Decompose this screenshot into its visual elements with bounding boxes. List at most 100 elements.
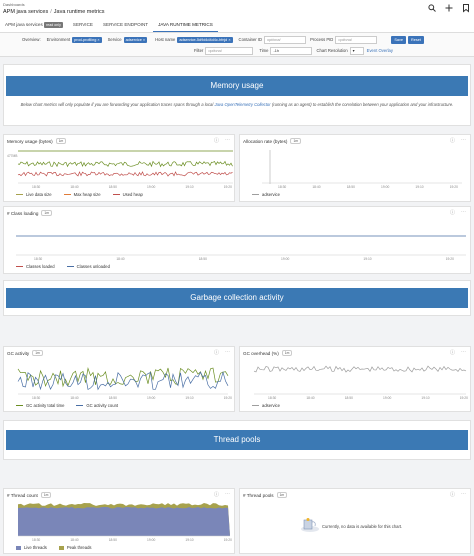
tab-java-runtime-metrics[interactable]: JAVA RUNTIME METRICS xyxy=(153,18,218,32)
header-actions xyxy=(427,3,470,13)
read-only-badge: read only xyxy=(44,22,63,28)
title-current: Java runtime metrics xyxy=(53,9,105,15)
memory-usage-chart xyxy=(17,150,233,184)
env-chip[interactable]: prod-profiling × xyxy=(72,36,102,43)
legend: Live threads Peak threads xyxy=(16,545,92,550)
resolution-pill: 1m xyxy=(40,492,52,498)
legend-item[interactable]: GC activity count xyxy=(76,403,118,408)
panel-title: Allocation rate (bytes) xyxy=(243,138,288,144)
bookmark-icon[interactable] xyxy=(461,3,470,13)
panel-gc-activity: GC activity 1m ⓘ ⋯ 18:30 18:40 18:50 19:00 19:… xyxy=(3,346,235,412)
empty-chart-icon xyxy=(301,518,319,532)
legend-item[interactable]: Classes unloaded xyxy=(66,264,110,269)
filter-input[interactable]: optional xyxy=(205,46,254,55)
breadcrumb[interactable]: Dashboards xyxy=(3,2,25,7)
panel-tools: ⓘ ⋯ xyxy=(214,349,230,356)
allocation-chart xyxy=(262,150,462,184)
more-icon[interactable]: ⋯ xyxy=(461,137,466,143)
time-select[interactable]: -1h xyxy=(270,46,313,55)
x-ticks: 18:30 18:40 18:50 19:00 19:10 19:20 xyxy=(34,257,454,261)
more-icon[interactable]: ⋯ xyxy=(225,491,230,497)
save-button[interactable]: Save xyxy=(391,35,406,44)
panel-tools: ⓘ ⋯ xyxy=(214,491,230,498)
panel-thread-pools: # Thread pools 1m ⓘ ⋯ Currently, no data i… xyxy=(239,488,471,554)
legend-item[interactable]: adservice xyxy=(252,192,280,197)
gc-count-line xyxy=(17,371,229,391)
x-ticks: 18:30 18:40 18:50 19:00 19:10 19:20 xyxy=(32,538,232,542)
panel-memory-usage: Memory usage (bytes) 1m ⓘ ⋯ 477MB 18:30 18:… xyxy=(3,134,235,202)
reset-button[interactable]: Reset xyxy=(408,35,424,44)
legend-item[interactable]: Live threads xyxy=(16,545,47,550)
gc-overhead-line xyxy=(253,365,467,373)
panel-tools: ⓘ ⋯ xyxy=(450,137,466,144)
legend-item[interactable]: adservice xyxy=(252,403,280,408)
thread-count-chart xyxy=(18,503,230,537)
x-ticks: 18:30 18:40 18:50 19:00 19:10 19:20 xyxy=(268,396,468,400)
panel-tools: ⓘ ⋯ xyxy=(214,137,230,144)
resolution-pill: 1m xyxy=(276,492,288,498)
legend-item[interactable]: GC activity total time xyxy=(16,403,64,408)
legend-item[interactable]: Max heap size xyxy=(63,192,101,197)
add-icon[interactable] xyxy=(444,3,453,12)
memory-description: Below chart metrics will only populate i… xyxy=(20,102,454,107)
legend: adservice xyxy=(252,403,280,408)
info-icon[interactable]: ⓘ xyxy=(213,350,219,356)
filter-row-1: Overview: Environment prod-profiling × S… xyxy=(0,35,424,44)
legend-item[interactable]: Used heap xyxy=(112,192,143,197)
gc-activity-chart xyxy=(17,367,229,395)
gc-total-time-line xyxy=(17,367,229,388)
panel-title: GC overhead (%) xyxy=(243,350,279,356)
title-parent[interactable]: APM java services xyxy=(3,9,49,15)
legend: Classes loaded Classes unloaded xyxy=(16,264,110,269)
info-icon[interactable]: ⓘ xyxy=(213,492,219,498)
resolution-select[interactable]: ▾ xyxy=(349,46,364,55)
legend: GC activity total time GC activity count xyxy=(16,403,118,408)
resolution-pill: 1m xyxy=(41,210,53,216)
panel-title: # Class loading xyxy=(7,210,39,216)
search-icon[interactable] xyxy=(427,3,436,12)
otel-collector-link[interactable]: Java OpenTelemetry Collector xyxy=(214,102,271,107)
panel-thread-count: # Thread count 1m ⓘ ⋯ 18:30 18:40 18:50 19:00… xyxy=(3,488,235,554)
legend-item[interactable]: Peak threads xyxy=(58,545,92,550)
live-data-line xyxy=(17,160,233,168)
info-icon[interactable]: ⓘ xyxy=(449,492,455,498)
process-pid-input[interactable]: optional xyxy=(335,35,378,44)
more-icon[interactable]: ⋯ xyxy=(225,349,230,355)
more-icon[interactable]: ⋯ xyxy=(461,209,466,215)
event-overlay-link[interactable]: Event Overlay xyxy=(366,48,393,53)
resolution-pill: 1m xyxy=(281,350,293,356)
empty-state-message: Currently, no data is available for this… xyxy=(322,524,403,529)
legend-item[interactable]: Live data size xyxy=(16,192,52,197)
legend: Live data size Max heap size Used heap xyxy=(16,192,143,197)
x-ticks: 18:30 18:40 18:50 19:00 19:10 19:20 xyxy=(32,185,232,189)
info-icon[interactable]: ⓘ xyxy=(449,138,455,144)
info-icon[interactable]: ⓘ xyxy=(449,210,455,216)
header-bar: Dashboards APM java services / Java runtim… xyxy=(0,0,474,33)
legend-item[interactable]: Classes loaded xyxy=(16,264,55,269)
tab-service-endpoint[interactable]: SERVICE ENDPOINT xyxy=(102,22,149,27)
info-icon[interactable]: ⓘ xyxy=(449,350,455,356)
more-icon[interactable]: ⋯ xyxy=(225,137,230,143)
container-id-input[interactable]: optional xyxy=(264,35,307,44)
used-heap-line xyxy=(17,171,233,177)
panel-allocation-rate: Allocation rate (bytes) 1m ⓘ ⋯ 18:30 18:40 1… xyxy=(239,134,471,202)
legend: adservice xyxy=(252,192,280,197)
x-ticks: 18:30 18:40 18:50 19:00 19:10 19:20 xyxy=(278,185,458,189)
host-chip[interactable]: adservice-5d9d4d4d4c-hfnjd × xyxy=(177,36,233,43)
page-title: APM java services / Java runtime metrics xyxy=(3,9,105,15)
chevron-down-icon: ▾ xyxy=(352,48,355,53)
more-icon[interactable]: ⋯ xyxy=(461,349,466,355)
section-thread-pools: Thread pools xyxy=(6,430,468,450)
tab-bar: APM java services read only SERVICE SERV… xyxy=(0,18,474,32)
section-memory-usage: Memory usage xyxy=(6,76,468,96)
resolution-pill: 1m xyxy=(32,350,43,356)
tab-parent[interactable]: APM java services read only xyxy=(5,22,63,28)
info-icon[interactable]: ⓘ xyxy=(213,138,219,144)
more-icon[interactable]: ⋯ xyxy=(461,491,466,497)
service-chip[interactable]: adservice × xyxy=(123,36,148,43)
panel-tools: ⓘ ⋯ xyxy=(450,349,466,356)
panel-title: Memory usage (bytes) xyxy=(7,138,53,144)
class-loading-chart xyxy=(16,235,466,256)
tab-service[interactable]: SERVICE xyxy=(72,22,93,27)
section-garbage-collection: Garbage collection activity xyxy=(6,288,468,308)
